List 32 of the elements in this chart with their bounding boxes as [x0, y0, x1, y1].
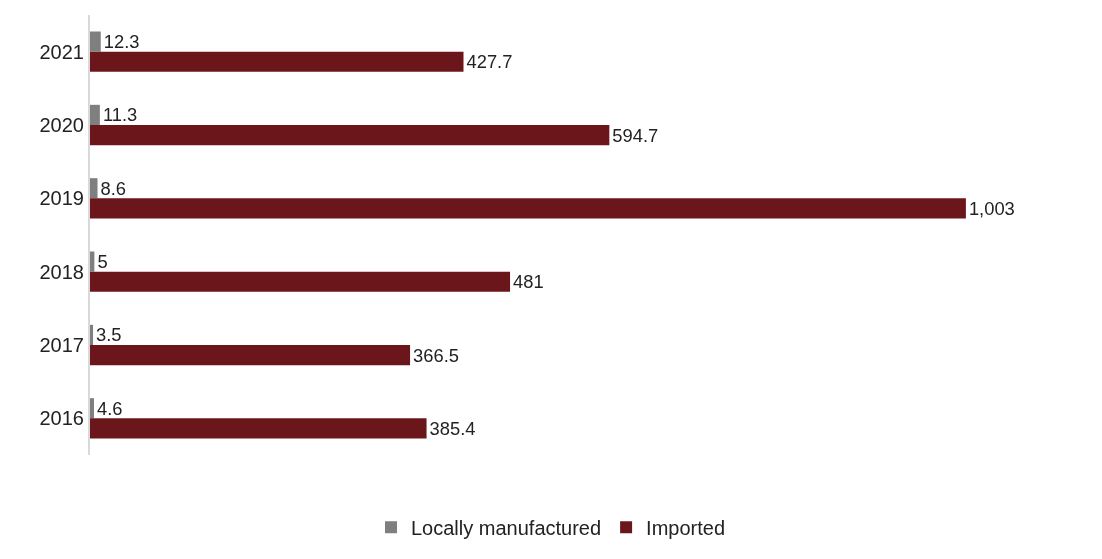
data-label: 12.3	[103, 31, 140, 52]
y-tick-label: 2018	[39, 260, 84, 283]
bar	[90, 345, 411, 366]
legend-label: Locally manufactured	[411, 517, 602, 540]
data-label: 3.5	[96, 324, 122, 346]
y-tick-label: 2019	[39, 187, 84, 210]
data-label: 11.3	[102, 104, 138, 126]
data-label: 1,003	[968, 197, 1015, 219]
y-tick-label: 2016	[39, 407, 84, 430]
data-label: 366.5	[413, 344, 459, 366]
bar	[90, 324, 94, 345]
data-label: 481	[513, 271, 544, 293]
data-label: 427.7	[466, 51, 513, 73]
data-label: 5	[97, 251, 108, 272]
bar	[90, 51, 464, 72]
y-tick-label: 2021	[39, 40, 84, 63]
bar	[90, 198, 966, 219]
y-tick-label: 2020	[39, 114, 84, 136]
bar	[90, 418, 427, 439]
bar	[90, 271, 511, 292]
data-label: 385.4	[429, 417, 476, 439]
bar	[90, 398, 95, 419]
bar	[90, 31, 101, 52]
bar	[90, 178, 98, 199]
data-label: 8.6	[100, 177, 126, 199]
legend-label: Imported	[646, 517, 726, 540]
data-label: 4.6	[97, 397, 123, 419]
data-label: 594.7	[612, 124, 659, 146]
bar	[90, 104, 100, 125]
y-tick-label: 2017	[39, 334, 84, 356]
bar	[90, 125, 610, 146]
bar	[90, 251, 95, 272]
